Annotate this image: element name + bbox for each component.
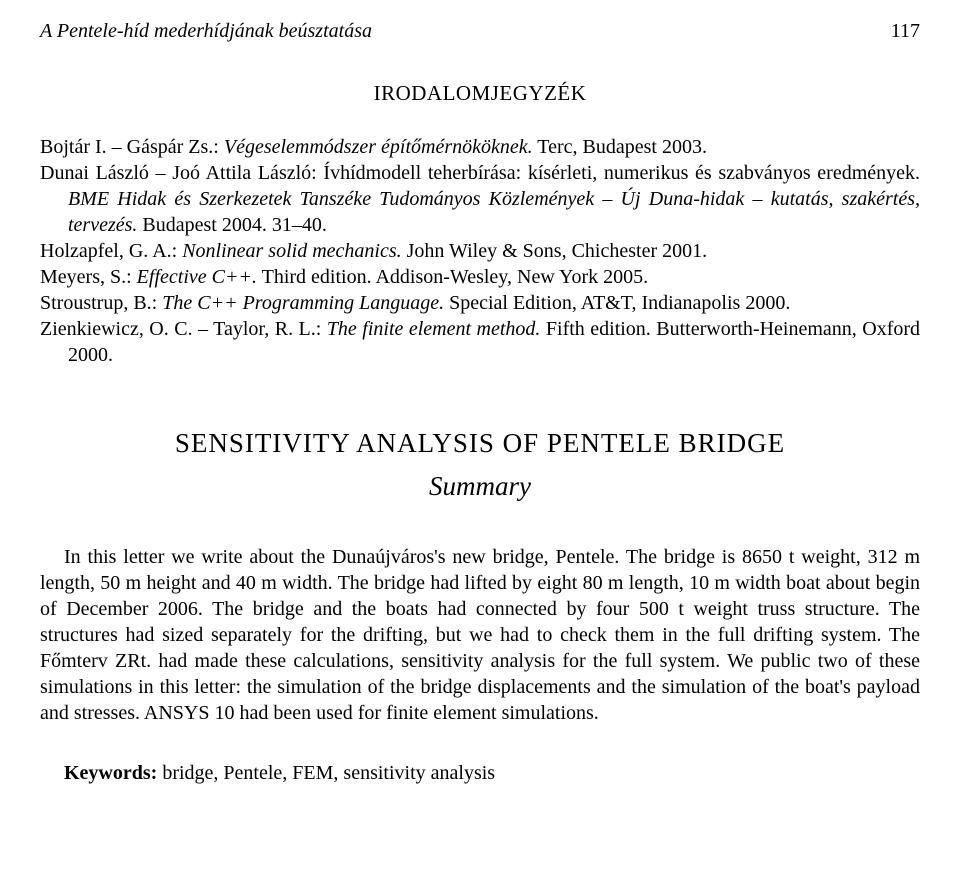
keywords-label: Keywords: <box>64 762 157 784</box>
bib-entry: Zienkiewicz, O. C. – Taylor, R. L.: The … <box>40 316 920 368</box>
bib-entry: Bojtár I. – Gáspár Zs.: Végeselemmódszer… <box>40 134 920 160</box>
bib-authors: Bojtár I. – Gáspár Zs.: <box>40 136 219 158</box>
bib-entry: Meyers, S.: Effective C++. Third edition… <box>40 264 920 290</box>
page-header: A Pentele-híd mederhídjának beúsztatása … <box>40 20 920 43</box>
bib-authors: Dunai László – Joó Attila László: <box>40 162 323 184</box>
english-title: SENSITIVITY ANALYSIS OF PENTELE BRIDGE <box>40 428 920 459</box>
document-page: A Pentele-híd mederhídjának beúsztatása … <box>0 0 960 815</box>
bib-rest: Third edition. Addison-Wesley, New York … <box>262 266 649 288</box>
keywords-text: bridge, Pentele, FEM, sensitivity analys… <box>157 762 495 784</box>
bib-entry: Holzapfel, G. A.: Nonlinear solid mechan… <box>40 238 920 264</box>
bib-authors: Holzapfel, G. A.: <box>40 240 177 262</box>
keywords-line: Keywords: bridge, Pentele, FEM, sensitiv… <box>40 762 920 785</box>
bib-entry: Dunai László – Joó Attila László: Ívhídm… <box>40 160 920 238</box>
bibliography-heading: IRODALOMJEGYZÉK <box>40 81 920 106</box>
bib-title: The finite element method. <box>327 318 541 340</box>
bib-title: Effective C++. <box>137 266 257 288</box>
bib-title: Nonlinear solid mechanics. <box>182 240 401 262</box>
bib-authors: Zienkiewicz, O. C. – Taylor, R. L.: <box>40 318 321 340</box>
bibliography-list: Bojtár I. – Gáspár Zs.: Végeselemmódszer… <box>40 134 920 368</box>
bib-rest: Budapest 2004. 31–40. <box>142 214 326 236</box>
bib-title: Végeselemmódszer építőmérnököknek. <box>224 136 533 158</box>
summary-heading: Summary <box>40 471 920 502</box>
bib-entry: Stroustrup, B.: The C++ Programming Lang… <box>40 290 920 316</box>
summary-body: In this letter we write about the Dunaúj… <box>40 544 920 726</box>
bib-title: The C++ Programming Language. <box>162 292 444 314</box>
bib-title-plain: Ívhídmodell teherbírása: kísérleti, nume… <box>323 162 920 184</box>
bib-authors: Meyers, S.: <box>40 266 132 288</box>
page-number: 117 <box>891 20 920 43</box>
bib-rest: Terc, Budapest 2003. <box>537 136 707 158</box>
bib-rest: John Wiley & Sons, Chichester 2001. <box>407 240 707 262</box>
running-title: A Pentele-híd mederhídjának beúsztatása <box>40 20 372 43</box>
bib-authors: Stroustrup, B.: <box>40 292 157 314</box>
bib-rest: Special Edition, AT&T, Indianapolis 2000… <box>449 292 790 314</box>
